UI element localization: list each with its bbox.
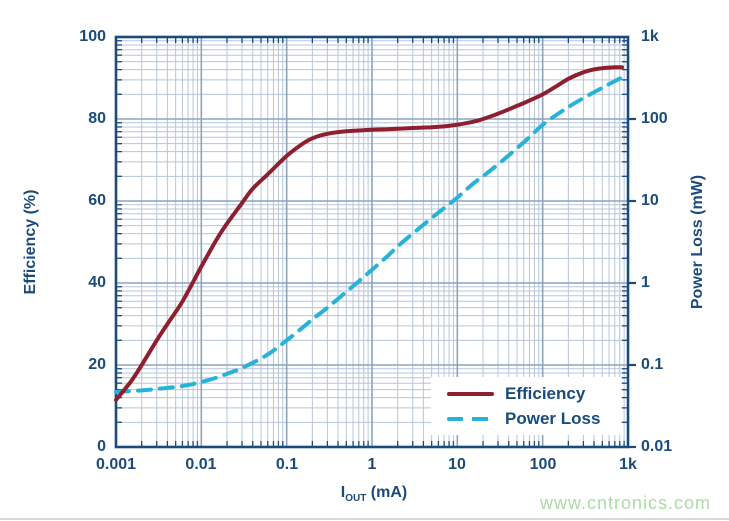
legend-label-power-loss: Power Loss — [505, 408, 601, 428]
x-axis-tick-label: 1 — [367, 456, 377, 473]
y-right-tick-label: 1 — [641, 274, 650, 291]
x-axis-tick-label: 1k — [619, 456, 637, 473]
y-left-tick-label: 20 — [88, 356, 106, 373]
y-right-tick-label: 100 — [641, 110, 668, 127]
x-axis-tick-label: 100 — [529, 456, 557, 473]
x-axis-title: IOUT (mA) — [341, 484, 407, 504]
plot-border — [114, 35, 630, 449]
bottom-divider — [0, 518, 729, 520]
y-right-tick-label: 1k — [641, 28, 659, 45]
y-left-tick-label: 60 — [88, 192, 106, 209]
x-axis-tick-label: 10 — [448, 456, 466, 473]
efficiency-curve — [114, 65, 624, 402]
y-right-tick-label: 0.01 — [641, 438, 673, 455]
efficiency-line-swatch — [447, 391, 494, 396]
x-axis-title-symbol: I — [340, 483, 346, 501]
y-left-tick-label: 80 — [88, 110, 106, 127]
legend-label-efficiency: Efficiency — [505, 383, 586, 403]
y-left-tick-label: 40 — [88, 274, 106, 291]
y-right-tick-label: 10 — [641, 192, 659, 209]
x-axis-tick-label: 0.01 — [185, 456, 217, 473]
y-left-tick-label: 100 — [79, 28, 106, 45]
power-loss-line-swatch — [447, 416, 494, 421]
x-axis-tick-label: 0.1 — [275, 456, 299, 473]
x-axis-title-subscript: OUT — [345, 493, 367, 505]
watermark-text: www.cntronics.com — [539, 493, 711, 513]
legend-item-power-loss: Power Loss — [447, 408, 621, 428]
y-right-axis-title: Power Loss (mW) — [689, 174, 706, 310]
legend-box: Efficiency Power Loss — [431, 377, 621, 435]
x-axis-title-units: (mA) — [366, 483, 408, 501]
y-right-tick-label: 0.1 — [641, 356, 664, 373]
y-left-tick-label: 0 — [97, 438, 106, 455]
legend-item-efficiency: Efficiency — [447, 383, 621, 403]
x-axis-tick-label: 0.001 — [95, 456, 137, 473]
power-loss-curve — [114, 74, 627, 394]
y-left-axis-title: Efficiency (%) — [22, 189, 39, 295]
